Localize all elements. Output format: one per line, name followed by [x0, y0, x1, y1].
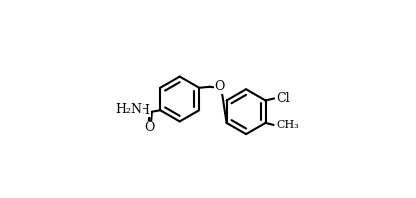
- Text: NH: NH: [129, 104, 150, 117]
- Text: CH₃: CH₃: [276, 120, 299, 130]
- Text: Cl: Cl: [276, 92, 290, 105]
- Text: H₂N: H₂N: [116, 103, 143, 116]
- Text: O: O: [214, 80, 225, 93]
- Text: O: O: [144, 121, 154, 134]
